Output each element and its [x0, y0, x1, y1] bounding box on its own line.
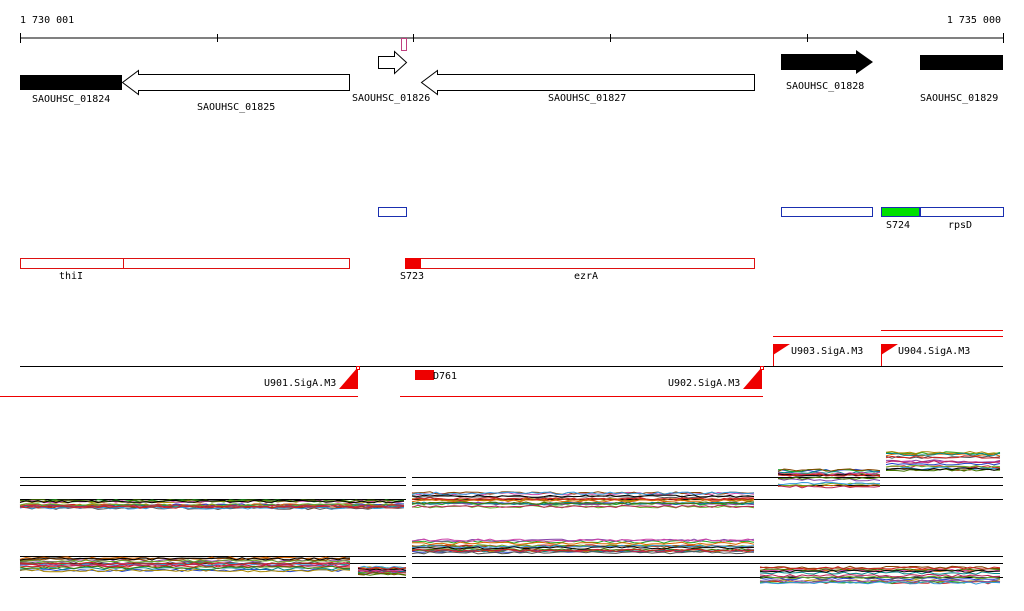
feature-label: rpsD	[948, 220, 972, 231]
feature-label: S724	[886, 220, 910, 231]
feature-box-rpsd[interactable]	[920, 207, 1004, 217]
gene-arrow[interactable]	[20, 75, 122, 90]
gene-label: SAOUHSC_01827	[548, 93, 626, 104]
promoter-label: U904.SigA.M3	[898, 346, 970, 357]
expression-track-upper	[19, 450, 1003, 511]
gene-track: SAOUHSC_01824 SAOUHSC_01825 SAOUHSC_0182…	[20, 50, 1003, 113]
promoter-anchor	[760, 366, 764, 370]
expression-profiles	[19, 450, 1001, 511]
gene-label: SAOUHSC_01829	[920, 93, 998, 104]
regulatory-track: U901.SigA.M3 D761 U902.SigA.M3 U903.SigA…	[0, 330, 1003, 397]
expression-profile-line	[19, 548, 1001, 578]
expression-profile-line	[19, 467, 1001, 504]
expression-profile-line	[20, 455, 1001, 511]
feature-box[interactable]	[378, 207, 407, 217]
expression-track-lower	[19, 538, 1003, 585]
feature-box[interactable]	[781, 207, 873, 217]
promoter-label: U901.SigA.M3	[264, 378, 336, 389]
terminator-box[interactable]	[415, 370, 434, 380]
gene-arrow[interactable]	[420, 69, 755, 96]
feature-label: ezrA	[574, 271, 598, 282]
promoter-flag[interactable]	[339, 367, 358, 389]
ruler-end-label: 1 735 000	[947, 15, 1001, 26]
expression-profiles	[19, 538, 1001, 585]
feature-label: S723	[400, 271, 424, 282]
promoter-flag[interactable]	[773, 344, 790, 355]
expression-profile-line	[19, 460, 1001, 509]
expression-profile-line	[19, 548, 1001, 570]
promoter-anchor	[356, 366, 360, 370]
promoter-label: U902.SigA.M3	[668, 378, 740, 389]
gene-label: SAOUHSC_01824	[32, 94, 110, 105]
coordinate-ruler: 1 730 001 1 735 000	[20, 15, 1004, 51]
expression-profile-line	[19, 466, 1001, 510]
feature-box-ezra[interactable]	[405, 258, 755, 269]
feature-label: thiI	[59, 271, 83, 282]
feature-box-s724[interactable]	[881, 207, 920, 217]
feature-box-thii[interactable]	[20, 258, 350, 269]
expression-profile-line	[19, 546, 1001, 573]
ruler-start-label: 1 730 001	[20, 15, 74, 26]
gene-arrow[interactable]	[781, 50, 873, 74]
promoter-flag[interactable]	[881, 344, 898, 355]
terminator-label: D761	[433, 371, 457, 382]
feature-track-blue: S724 rpsD	[378, 207, 1004, 231]
promoter-label: U903.SigA.M3	[791, 346, 863, 357]
gene-label: SAOUHSC_01826	[352, 93, 430, 104]
expression-profile-line	[19, 468, 1001, 505]
feature-track-red: thiI S723 ezrA	[20, 258, 755, 282]
gene-arrow[interactable]	[378, 50, 408, 75]
expression-profile-line	[19, 547, 1001, 576]
gene-label: SAOUHSC_01828	[786, 81, 864, 92]
gene-label: SAOUHSC_01825	[197, 102, 275, 113]
small-marker	[401, 38, 407, 51]
promoter-flag[interactable]	[743, 367, 762, 389]
feature-box-s723[interactable]	[405, 258, 421, 269]
expression-profile-line	[19, 455, 1001, 509]
gene-arrow[interactable]	[121, 69, 350, 96]
expression-profile-line	[19, 453, 1001, 507]
gene-arrow[interactable]	[920, 55, 1003, 70]
